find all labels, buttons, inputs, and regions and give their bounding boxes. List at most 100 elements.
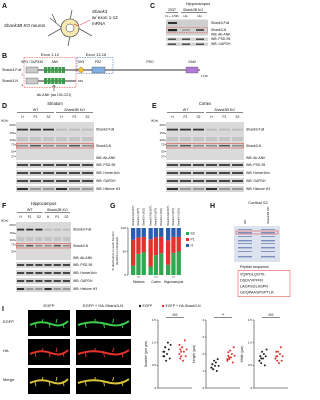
blot-strip xyxy=(16,170,94,176)
band xyxy=(17,128,28,131)
blot xyxy=(16,222,71,260)
band xyxy=(193,164,204,166)
kda-label: 75 xyxy=(11,143,15,147)
mrna-label: w/ exon 1-12 xyxy=(92,15,118,20)
bar-segment xyxy=(141,236,146,253)
data-point xyxy=(168,357,171,360)
dendrite xyxy=(77,349,130,356)
kda-label: 50 xyxy=(11,149,15,153)
band xyxy=(193,172,204,174)
data-point xyxy=(228,356,231,359)
smear xyxy=(56,137,67,142)
gel-band xyxy=(261,240,275,242)
arrow-head xyxy=(52,84,56,88)
kda-label: 250 xyxy=(159,123,164,127)
data-point xyxy=(265,348,268,351)
spine xyxy=(93,376,96,382)
data-point xyxy=(281,355,284,358)
band xyxy=(82,144,93,147)
domain-label: SPN / DUF535 xyxy=(21,60,43,64)
band xyxy=(232,128,243,131)
domain-label: PRO xyxy=(146,60,154,64)
gel-band xyxy=(238,243,252,244)
kda-label: 50 xyxy=(11,249,15,253)
spine xyxy=(103,380,105,387)
y-axis-label: (GAPDH normalized) xyxy=(115,237,119,265)
data-point xyxy=(183,339,186,342)
arrow xyxy=(79,19,91,26)
band xyxy=(167,180,178,182)
domain-ank xyxy=(51,78,55,84)
significance: *** xyxy=(172,276,176,280)
spine xyxy=(62,380,65,387)
band xyxy=(219,144,230,147)
data-point xyxy=(185,348,188,351)
lane-label: S2 xyxy=(86,115,90,119)
kda-label: 37 xyxy=(11,154,15,158)
blot-label: WB: Homer1b/c xyxy=(96,171,120,175)
lane-label: S2 xyxy=(64,215,68,219)
dendrite xyxy=(77,378,130,385)
band xyxy=(53,264,61,266)
bar-segment xyxy=(131,239,136,266)
data-point xyxy=(229,349,232,352)
band xyxy=(17,144,28,147)
bar-segment xyxy=(141,252,146,275)
band xyxy=(182,29,190,31)
significance: NS xyxy=(269,313,275,317)
domain-ank xyxy=(47,67,51,73)
smear xyxy=(180,137,191,142)
blot-label: WB: GAPDH xyxy=(211,42,231,46)
data-point xyxy=(211,363,214,366)
band xyxy=(44,280,52,282)
highlight-box xyxy=(235,230,279,235)
band xyxy=(53,272,61,274)
region-label: Striatum xyxy=(133,280,145,284)
domain-ank xyxy=(51,67,55,73)
band xyxy=(53,288,61,290)
band xyxy=(193,128,204,131)
band xyxy=(193,180,204,182)
data-point xyxy=(275,350,278,353)
data-point xyxy=(259,355,262,358)
legend-label: EGFP + HA-Shank3-N xyxy=(166,304,202,308)
band xyxy=(196,29,204,31)
band xyxy=(26,264,34,266)
panel-label: E xyxy=(152,103,157,110)
y-tick-label: 0 xyxy=(202,386,204,390)
band xyxy=(69,164,80,166)
panel-label: C xyxy=(150,3,155,10)
spine xyxy=(34,322,37,329)
cell-label: Shank3B KO neuron xyxy=(4,23,46,28)
smear xyxy=(53,237,61,242)
data-point xyxy=(230,356,232,359)
highlight-box xyxy=(166,27,208,33)
data-point xyxy=(226,359,229,362)
band xyxy=(44,272,52,274)
group-label: Shank3B KO xyxy=(47,208,68,212)
smear xyxy=(167,137,178,142)
group-label: Shank3B KO xyxy=(64,108,85,112)
band xyxy=(206,180,217,182)
band xyxy=(193,144,204,147)
data-point xyxy=(263,364,266,367)
band xyxy=(193,188,204,190)
data-point xyxy=(184,355,187,358)
spine xyxy=(55,318,58,324)
spine xyxy=(55,376,58,382)
exon-box xyxy=(23,57,77,88)
domain-pdz xyxy=(91,66,106,74)
band xyxy=(62,272,70,274)
bar-segment xyxy=(131,265,136,275)
gel-band xyxy=(261,229,275,230)
smear xyxy=(30,137,41,142)
band xyxy=(17,264,25,266)
band-label: Shank3-Full xyxy=(73,228,91,232)
band xyxy=(206,128,217,131)
bar-segment xyxy=(171,252,176,275)
band xyxy=(219,172,230,174)
lane-label: FL + 1-536 xyxy=(165,14,179,18)
significance: *** xyxy=(137,276,141,280)
blot-label: WB: PSD-95 xyxy=(96,163,115,167)
bar-segment xyxy=(166,228,171,241)
